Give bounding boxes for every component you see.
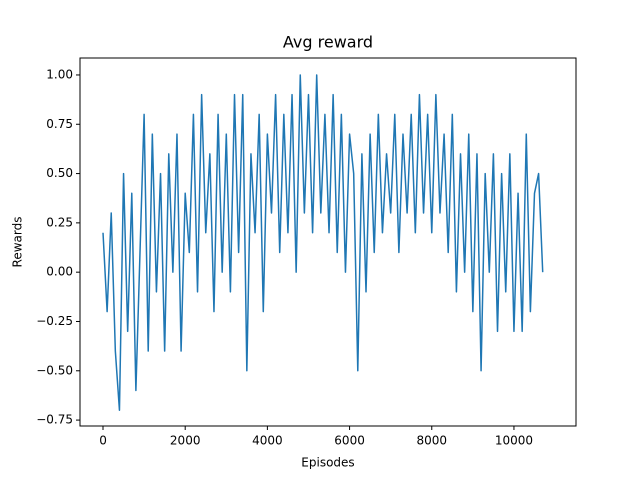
x-axis-label: Episodes: [301, 456, 354, 470]
y-tick-label: 0.00: [46, 265, 73, 279]
axes-frame: [79, 57, 577, 427]
y-tick-label: 1.00: [46, 67, 73, 81]
y-tick-label: −0.75: [36, 413, 73, 427]
y-axis-label: Rewards: [11, 217, 25, 268]
x-tick-label: 2000: [170, 434, 201, 448]
y-tick-label: −0.25: [36, 314, 73, 328]
y-tick-label: 0.25: [46, 215, 73, 229]
y-tick-label: 0.75: [46, 117, 73, 131]
x-tick-label: 4000: [252, 434, 283, 448]
y-tick-label: 0.50: [46, 166, 73, 180]
x-tick-label: 6000: [334, 434, 365, 448]
x-tick-label: 0: [99, 434, 107, 448]
x-tick-label: 10000: [495, 434, 533, 448]
x-tick-label: 8000: [416, 434, 447, 448]
chart-title: Avg reward: [283, 33, 373, 52]
data-line: [102, 74, 544, 411]
y-tick-label: −0.50: [36, 363, 73, 377]
